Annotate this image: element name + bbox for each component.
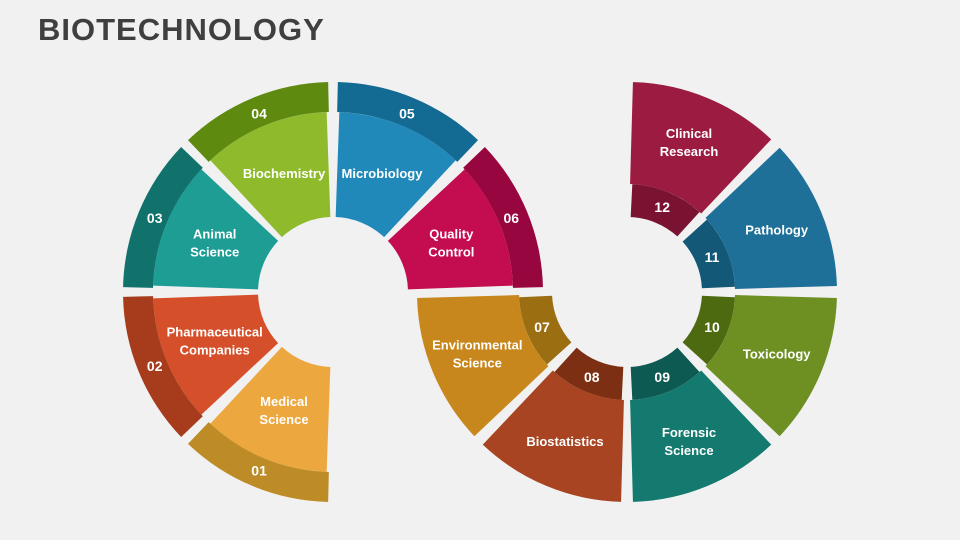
segment-number: 12 — [654, 199, 670, 215]
segment-label-line: Science — [190, 245, 239, 260]
segment-band — [187, 82, 329, 162]
segment-09-forensic-science[interactable]: 09 Forensic Science — [630, 347, 772, 502]
segment-body — [387, 169, 513, 290]
segment-number: 02 — [147, 358, 163, 374]
segment-label-line: Research — [660, 144, 719, 159]
segment-label-line: Science — [664, 443, 713, 458]
segment-label-line: Toxicology — [743, 347, 811, 362]
slide-title: BIOTECHNOLOGY — [38, 12, 325, 47]
segment-01-medical-science[interactable]: 01 Medical Science — [187, 346, 331, 502]
segment-band — [630, 184, 700, 237]
segment-band — [630, 347, 700, 400]
segment-body — [153, 169, 279, 290]
segment-number: 06 — [504, 210, 520, 226]
segment-label-line: Medical — [260, 394, 308, 409]
segment-label-line: Biochemistry — [243, 166, 326, 181]
segment-body — [705, 295, 837, 437]
segment-label-line: Science — [453, 356, 502, 371]
segment-number: 11 — [705, 249, 720, 265]
segment-label-line: Clinical — [666, 126, 712, 141]
segment-band — [682, 295, 735, 365]
segment-03-animal-science[interactable]: 03 Animal Science — [123, 146, 279, 290]
segment-number: 05 — [399, 106, 415, 122]
segment-number: 07 — [534, 319, 550, 335]
segment-07-environmental-science[interactable]: 07 Environmental Science — [417, 295, 572, 437]
segment-04-biochemistry[interactable]: 04 Biochemistry — [187, 82, 331, 238]
segment-02-pharmaceutical-companies[interactable]: 02 Pharmaceutical Companies — [123, 294, 279, 438]
segment-band — [554, 347, 624, 400]
segment-band — [682, 219, 735, 289]
segment-06-quality-control[interactable]: 06 Quality Control — [387, 146, 543, 290]
segment-label-line: Companies — [180, 343, 250, 358]
segment-label-line: Science — [259, 412, 308, 427]
segment-10-toxicology[interactable]: 10 Toxicology — [682, 295, 837, 437]
segment-band — [463, 146, 543, 288]
segment-band — [187, 422, 329, 502]
segment-number: 10 — [704, 319, 720, 335]
segment-band — [123, 146, 203, 288]
segment-band — [519, 295, 572, 365]
segment-label-line: Control — [428, 245, 474, 260]
segment-label-line: Environmental — [432, 338, 522, 353]
segment-label-line: Pharmaceutical — [167, 325, 263, 340]
segment-label-line: Animal — [193, 227, 236, 242]
segment-number: 08 — [584, 369, 600, 385]
segment-08-biostatistics[interactable]: 08 Biostatistics — [482, 347, 624, 502]
segment-label-line: Biostatistics — [526, 434, 603, 449]
segment-body — [153, 294, 279, 415]
segment-number: 09 — [654, 369, 670, 385]
segment-label-line: Microbiology — [342, 166, 424, 181]
segment-band — [123, 296, 203, 438]
segment-number: 01 — [251, 462, 267, 478]
segment-label-line: Pathology — [745, 223, 809, 238]
segment-body — [482, 370, 624, 502]
segment-band — [337, 82, 479, 162]
segment-12-clinical-research[interactable]: 12 Clinical Research — [630, 82, 772, 237]
segment-label-line: Forensic — [662, 425, 716, 440]
segment-body — [630, 82, 772, 214]
segment-number: 03 — [147, 210, 163, 226]
segment-label-line: Quality — [429, 227, 474, 242]
segment-body — [705, 147, 837, 289]
segment-body — [630, 370, 772, 502]
segment-body — [417, 295, 549, 437]
segment-body — [210, 346, 331, 472]
segment-11-pathology[interactable]: 11 Pathology — [682, 147, 837, 289]
segment-body — [210, 112, 331, 238]
segment-number: 04 — [251, 106, 267, 122]
segment-05-microbiology[interactable]: 05 Microbiology — [335, 82, 479, 238]
segment-body — [335, 112, 456, 238]
